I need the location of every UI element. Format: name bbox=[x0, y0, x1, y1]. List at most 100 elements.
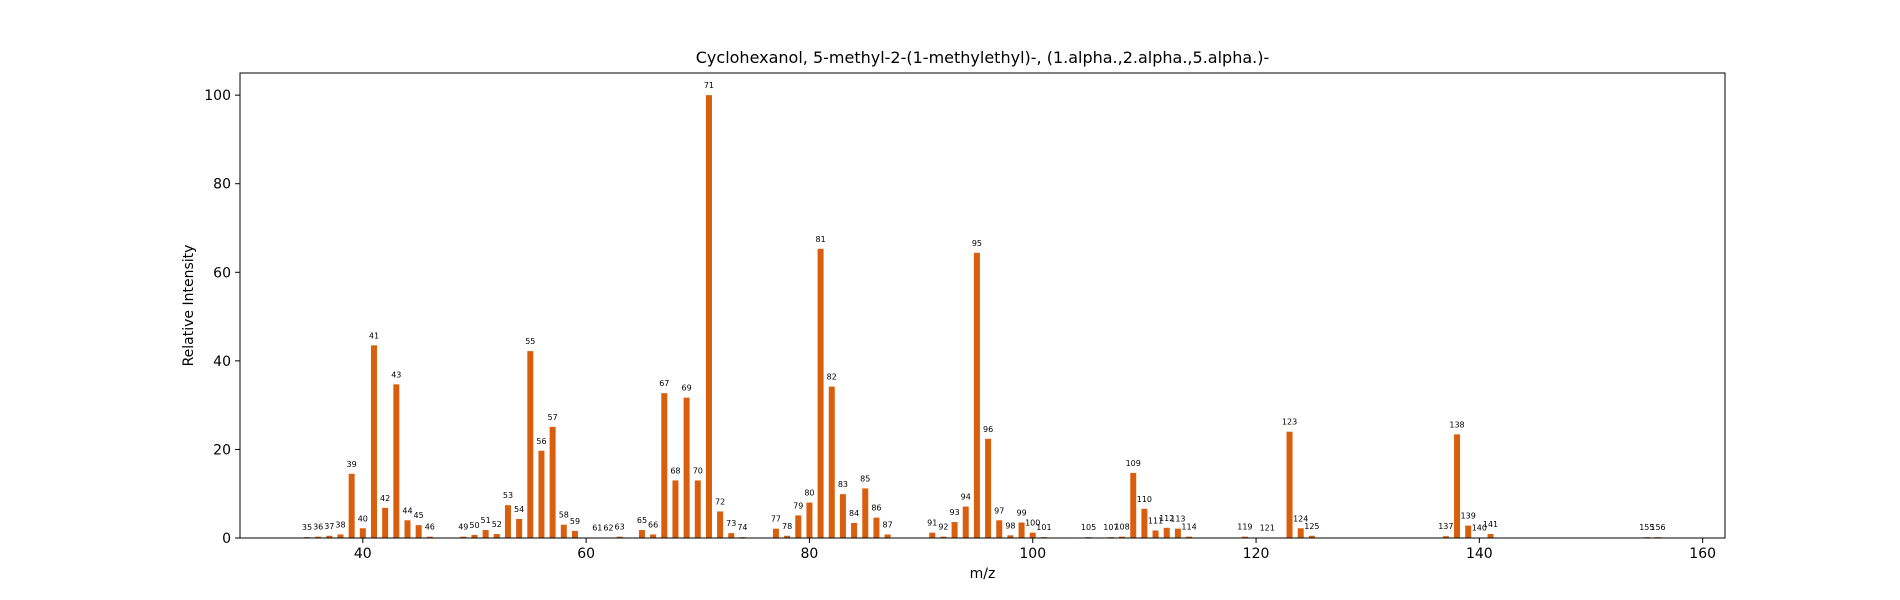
peak-label-97: 97 bbox=[994, 506, 1004, 515]
peak-label-70: 70 bbox=[693, 466, 703, 475]
peak-label-41: 41 bbox=[369, 331, 379, 340]
bar-mz-78 bbox=[784, 535, 791, 538]
peak-label-54: 54 bbox=[514, 505, 524, 514]
bar-mz-141 bbox=[1487, 534, 1494, 538]
peak-label-112: 112 bbox=[1159, 514, 1174, 523]
y-tick-label: 80 bbox=[213, 177, 231, 193]
bar-mz-70 bbox=[694, 480, 701, 538]
peak-label-69: 69 bbox=[682, 384, 692, 393]
peak-label-94: 94 bbox=[961, 493, 971, 502]
y-axis-ticks: 0 20 40 60 80 100 bbox=[204, 88, 240, 547]
bar-mz-119 bbox=[1241, 536, 1248, 538]
bar-mz-56 bbox=[538, 450, 545, 538]
bar-mz-109 bbox=[1130, 472, 1137, 538]
peak-label-73: 73 bbox=[726, 519, 736, 528]
peak-label-53: 53 bbox=[503, 491, 513, 500]
x-tick-label: 120 bbox=[1243, 546, 1270, 562]
bar-mz-94 bbox=[962, 506, 969, 538]
bar-mz-125 bbox=[1308, 535, 1315, 538]
peak-label-96: 96 bbox=[983, 425, 993, 434]
peak-label-46: 46 bbox=[425, 523, 435, 532]
peak-label-93: 93 bbox=[949, 508, 959, 517]
peak-label-44: 44 bbox=[402, 506, 412, 515]
bar-mz-82 bbox=[828, 386, 835, 538]
y-tick-label: 0 bbox=[222, 531, 231, 547]
peak-label-40: 40 bbox=[358, 514, 368, 523]
bar-mz-99 bbox=[1018, 522, 1025, 538]
bar-mz-137 bbox=[1442, 536, 1449, 538]
x-tick-label: 140 bbox=[1466, 546, 1493, 562]
bar-mz-53 bbox=[504, 505, 511, 538]
peak-label-92: 92 bbox=[938, 523, 948, 532]
peak-label-123: 123 bbox=[1282, 418, 1297, 427]
x-tick-label: 80 bbox=[801, 546, 819, 562]
bar-mz-52 bbox=[493, 534, 500, 538]
peak-label-156: 156 bbox=[1650, 523, 1665, 532]
y-tick-label: 100 bbox=[204, 88, 231, 104]
peak-label-72: 72 bbox=[715, 497, 725, 506]
peak-label-71: 71 bbox=[704, 81, 714, 90]
peak-label-138: 138 bbox=[1449, 420, 1464, 429]
bar-mz-54 bbox=[516, 518, 523, 538]
bar-mz-44 bbox=[404, 520, 411, 538]
bar-mz-81 bbox=[817, 248, 824, 539]
peak-label-36: 36 bbox=[313, 523, 323, 532]
chart-title: Cyclohexanol, 5-methyl-2-(1-methylethyl)… bbox=[696, 48, 1269, 67]
peak-label-110: 110 bbox=[1137, 495, 1152, 504]
peak-label-84: 84 bbox=[849, 509, 859, 518]
y-tick-label: 20 bbox=[213, 442, 231, 458]
bar-mz-36 bbox=[315, 536, 322, 538]
bars-group bbox=[303, 95, 1662, 539]
peak-label-99: 99 bbox=[1016, 509, 1026, 518]
peak-label-49: 49 bbox=[458, 523, 468, 532]
peak-label-61: 61 bbox=[592, 524, 602, 533]
peak-label-66: 66 bbox=[648, 520, 658, 529]
peak-label-139: 139 bbox=[1461, 512, 1476, 521]
bar-mz-85 bbox=[862, 488, 869, 538]
y-tick-label: 40 bbox=[213, 354, 231, 370]
peak-label-109: 109 bbox=[1126, 459, 1141, 468]
x-axis-label: m/z bbox=[970, 566, 996, 582]
bar-mz-98 bbox=[1007, 535, 1014, 538]
bar-mz-40 bbox=[359, 528, 366, 538]
peak-label-56: 56 bbox=[536, 437, 546, 446]
y-tick-label: 60 bbox=[213, 265, 231, 281]
peak-label-50: 50 bbox=[469, 521, 479, 530]
bar-mz-96 bbox=[985, 438, 992, 538]
peak-label-91: 91 bbox=[927, 519, 937, 528]
peak-label-137: 137 bbox=[1438, 522, 1453, 531]
bar-mz-123 bbox=[1286, 431, 1293, 538]
peak-label-86: 86 bbox=[871, 504, 881, 513]
bar-mz-57 bbox=[549, 426, 556, 538]
peak-label-101: 101 bbox=[1036, 523, 1051, 532]
bar-mz-41 bbox=[370, 345, 377, 538]
bar-mz-86 bbox=[873, 517, 880, 538]
bar-mz-83 bbox=[839, 494, 846, 538]
bar-mz-84 bbox=[851, 522, 858, 538]
peak-label-74: 74 bbox=[737, 523, 747, 532]
bar-mz-108 bbox=[1119, 536, 1126, 538]
bar-mz-39 bbox=[348, 473, 355, 538]
peak-label-87: 87 bbox=[883, 520, 893, 529]
peak-label-114: 114 bbox=[1181, 523, 1196, 532]
peak-label-57: 57 bbox=[548, 413, 558, 422]
peak-label-59: 59 bbox=[570, 517, 580, 526]
peak-label-45: 45 bbox=[414, 511, 424, 520]
bar-mz-79 bbox=[795, 515, 802, 538]
peak-label-155: 155 bbox=[1639, 523, 1654, 532]
bar-mz-112 bbox=[1163, 527, 1170, 538]
bar-mz-113 bbox=[1174, 528, 1181, 538]
peak-label-98: 98 bbox=[1005, 521, 1015, 530]
bar-mz-51 bbox=[482, 530, 489, 538]
peak-label-121: 121 bbox=[1260, 524, 1275, 533]
peak-label-81: 81 bbox=[816, 235, 826, 244]
peak-label-105: 105 bbox=[1081, 523, 1096, 532]
peak-label-140: 140 bbox=[1472, 524, 1487, 533]
peak-label-52: 52 bbox=[492, 520, 502, 529]
peak-label-38: 38 bbox=[335, 520, 345, 529]
bar-mz-100 bbox=[1029, 532, 1036, 538]
peak-label-124: 124 bbox=[1293, 514, 1308, 523]
peak-label-83: 83 bbox=[838, 480, 848, 489]
